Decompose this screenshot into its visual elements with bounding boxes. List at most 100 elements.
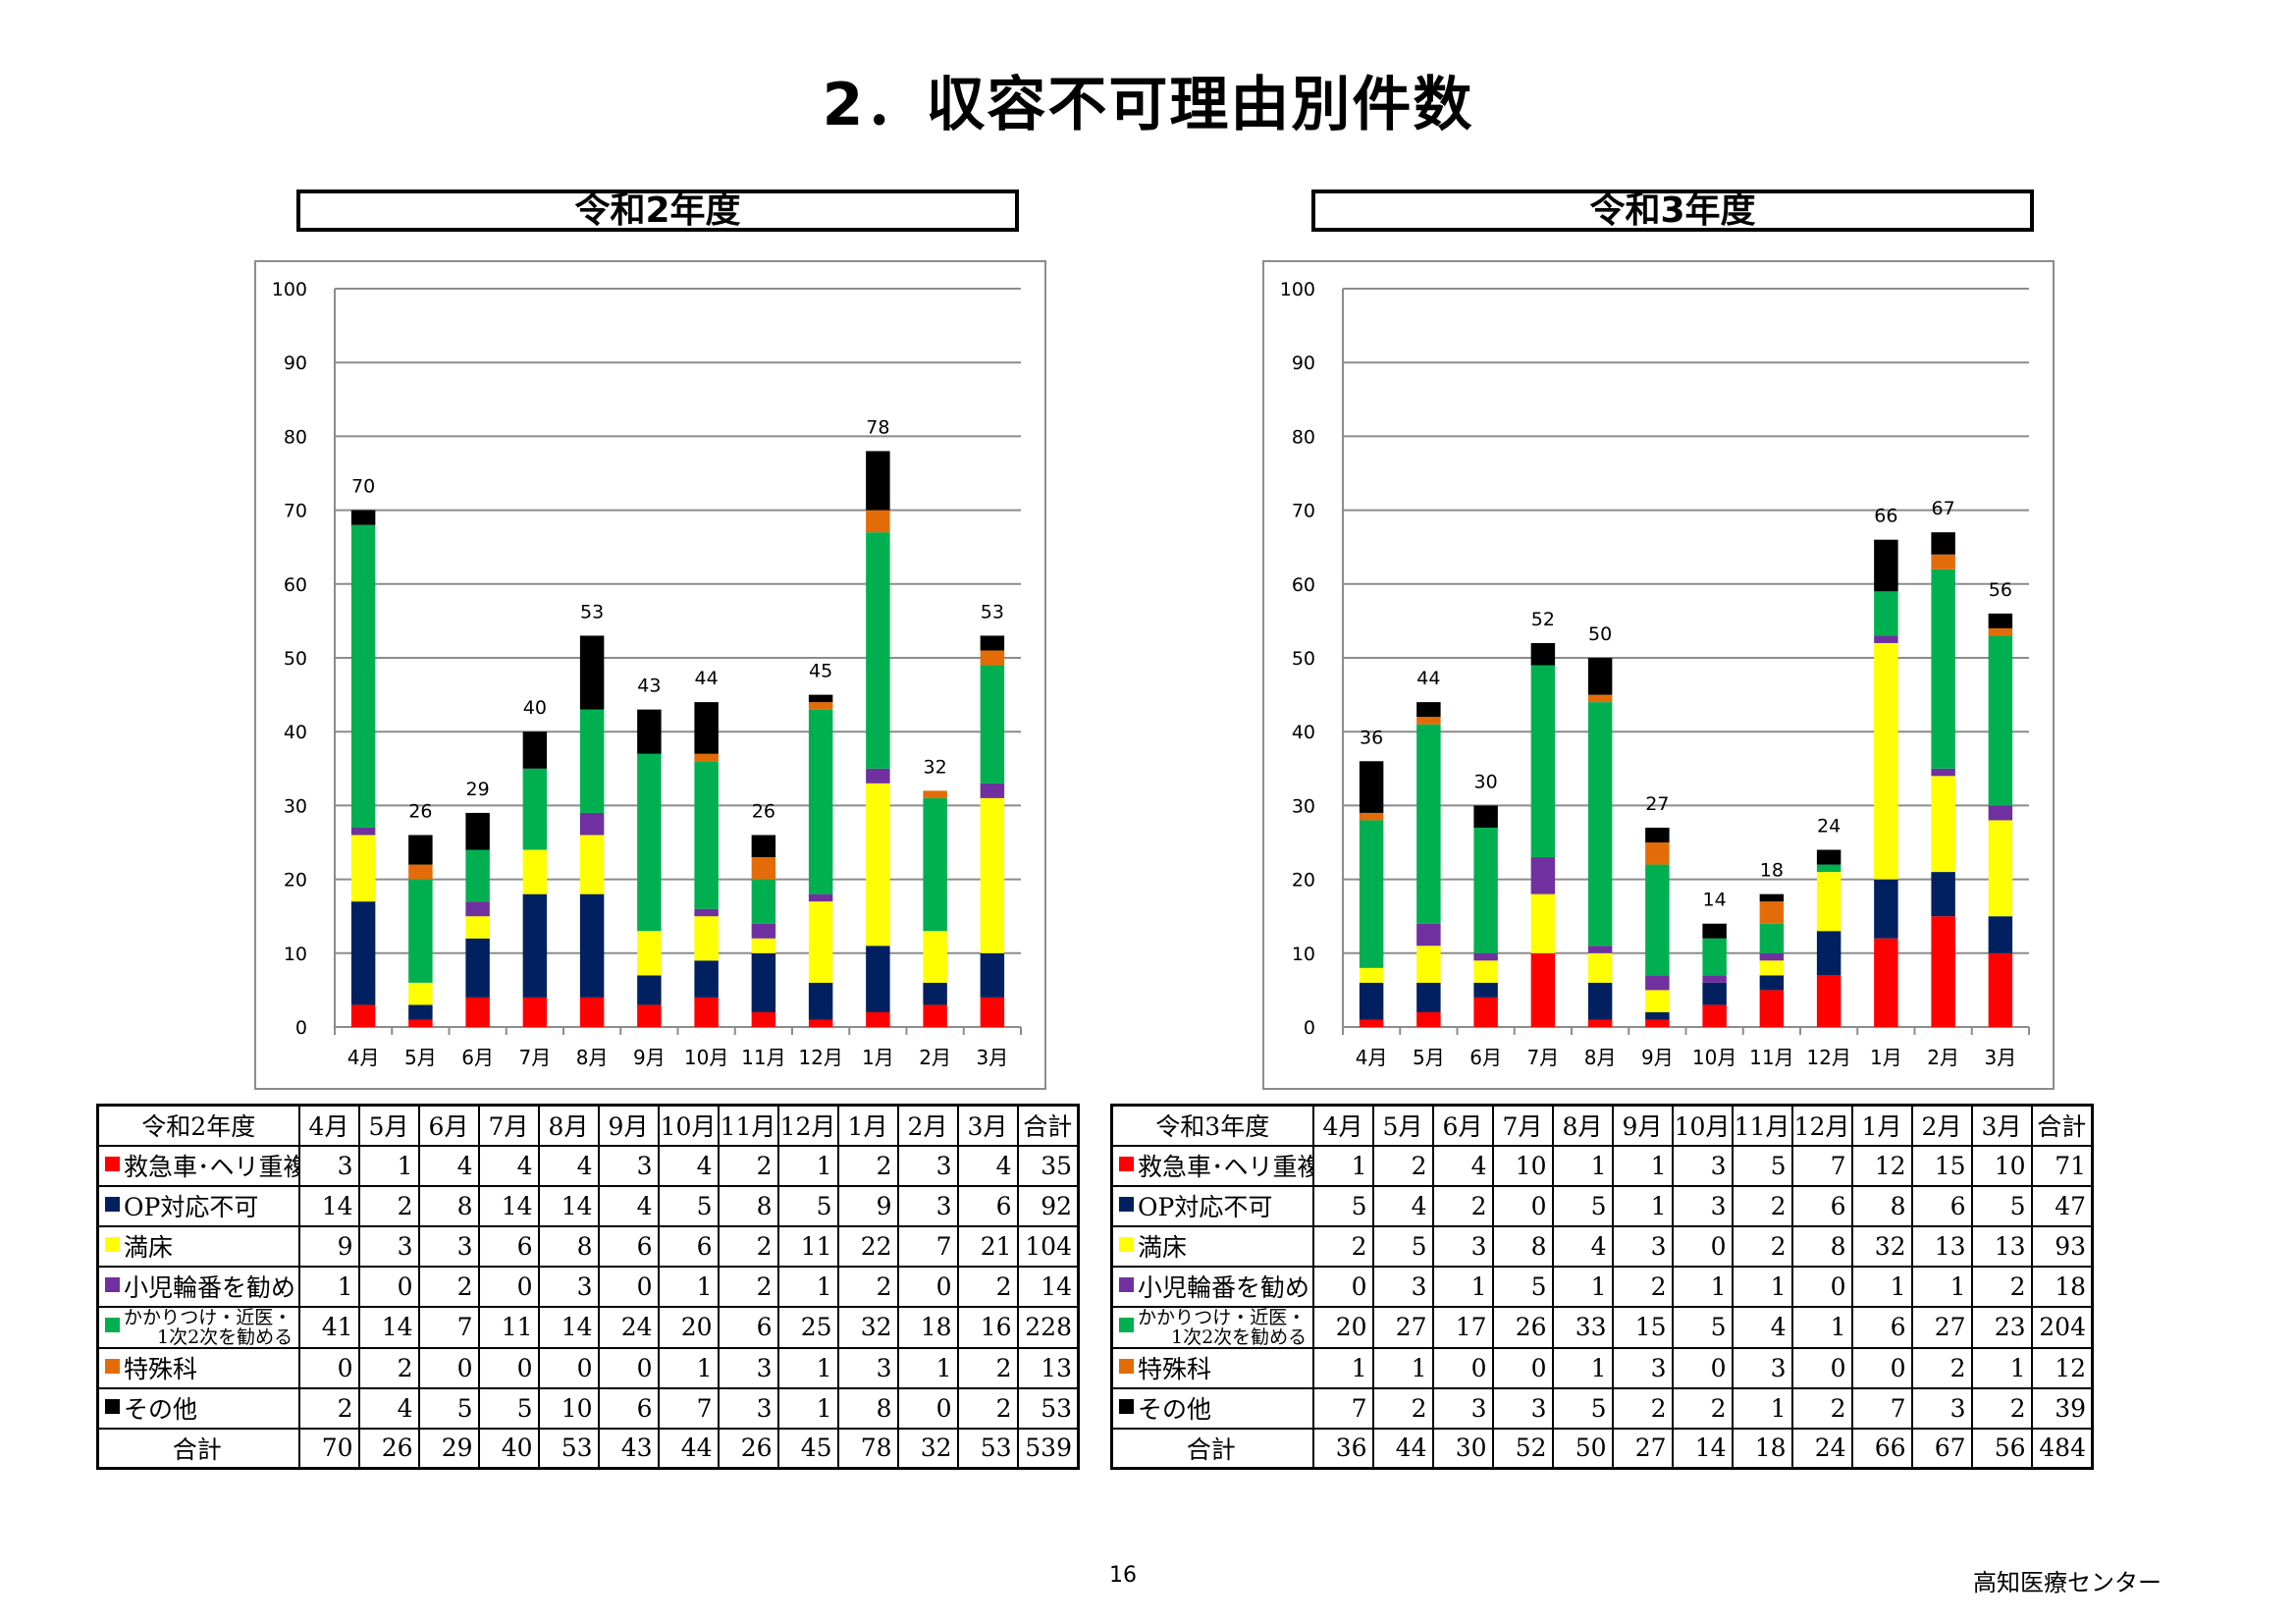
bar-segment <box>1702 975 1727 983</box>
table-row: 特殊科 0 2 0 0 0 0 1 3 1 3 1 2 13 <box>96 1346 1080 1389</box>
table-cell: 4 <box>1371 1184 1434 1227</box>
table-cell: 18 <box>896 1305 959 1349</box>
table-header-row: 令和2年度 4月 5月 6月 7月 8月 9月 10月 11月 12月 1月 2月 3月 合計 <box>96 1104 1080 1147</box>
bar-segment <box>1473 952 1498 961</box>
table-cell: 4 <box>417 1144 480 1187</box>
data-label-total: 36 <box>1360 727 1383 748</box>
month-total: 53 <box>956 1427 1019 1470</box>
table-row: OP対応不可 5 4 2 0 5 1 3 2 6 8 6 5 47 <box>1110 1184 2094 1227</box>
table-cell: 3 <box>1671 1144 1734 1187</box>
table-cell: 15 <box>1611 1305 1674 1349</box>
table-cell: 26 <box>1491 1305 1554 1349</box>
bar-segment <box>1874 635 1898 643</box>
bar-segment <box>694 997 719 1027</box>
table-corner: 令和3年度 <box>1110 1104 1314 1147</box>
table-cell: 2 <box>956 1346 1019 1389</box>
bar-segment <box>1473 827 1498 953</box>
bar-segment <box>1645 842 1670 865</box>
table-cell: 1 <box>1311 1144 1374 1187</box>
total-header: 合計 <box>1016 1104 1080 1147</box>
data-label-total: 30 <box>1474 771 1498 792</box>
bar-segment <box>1645 827 1670 842</box>
x-tick-label: 8月 <box>576 1046 609 1069</box>
bar-segment <box>1530 857 1556 894</box>
table-cell: 5 <box>776 1184 839 1227</box>
table-cell: 2 <box>1371 1144 1434 1187</box>
table-cell: 2 <box>956 1386 1019 1430</box>
x-tick-label: 5月 <box>1413 1046 1445 1069</box>
bar-segment <box>808 893 833 902</box>
bar-segment <box>1416 702 1441 718</box>
table-cell: 0 <box>896 1265 959 1308</box>
table-cell: 14 <box>537 1184 600 1227</box>
table-cell: 2 <box>1611 1386 1674 1430</box>
month-header: 2月 <box>1910 1104 1973 1147</box>
data-label-total: 40 <box>523 697 547 719</box>
table-cell: 6 <box>597 1386 660 1430</box>
bar-segment <box>408 1019 433 1027</box>
page-title: 2．収容不可理由別件数 <box>822 71 1474 139</box>
table-cell: 22 <box>836 1224 899 1268</box>
row-total: 104 <box>1016 1224 1080 1268</box>
table-cell: 5 <box>1551 1386 1614 1430</box>
table-cell: 2 <box>717 1144 779 1187</box>
bar-segment <box>350 1004 376 1027</box>
table-cell: 1 <box>1970 1346 2033 1389</box>
month-header: 10月 <box>657 1104 720 1147</box>
bar-segment <box>1416 982 1441 1012</box>
bar-segment <box>1530 665 1556 858</box>
y-tick-label: 80 <box>1292 426 1315 448</box>
data-label-total: 14 <box>1703 890 1727 911</box>
data-label-total: 32 <box>924 756 947 778</box>
month-total: 18 <box>1731 1427 1793 1470</box>
row-total: 12 <box>2030 1346 2094 1389</box>
table-cell: 3 <box>1671 1184 1734 1227</box>
y-tick-label: 10 <box>1292 944 1315 965</box>
y-tick-label: 0 <box>1304 1017 1315 1039</box>
table-cell: 11 <box>477 1305 540 1349</box>
month-header: 8月 <box>537 1104 600 1147</box>
bar-segment <box>808 694 833 703</box>
table-cell: 14 <box>297 1184 360 1227</box>
table-header-row: 令和3年度 4月 5月 6月 7月 8月 9月 10月 11月 12月 1月 2月 3月 合計 <box>1110 1104 2094 1147</box>
table-cell: 2 <box>1910 1346 1973 1389</box>
bar-segment <box>980 650 1005 666</box>
bar-segment <box>1645 975 1670 991</box>
table-cell: 2 <box>836 1265 899 1308</box>
y-tick-label: 40 <box>1292 722 1315 743</box>
y-tick-label: 50 <box>1292 648 1315 670</box>
bar-segment <box>751 879 776 924</box>
row-total: 35 <box>1016 1144 1080 1187</box>
month-total: 40 <box>477 1427 540 1470</box>
y-tick-label: 70 <box>1292 501 1315 522</box>
table-cell: 7 <box>1850 1386 1913 1430</box>
data-label-total: 45 <box>809 661 832 682</box>
table-cell: 0 <box>1671 1346 1734 1389</box>
y-tick-label: 10 <box>284 944 307 965</box>
bar-segment <box>980 783 1005 798</box>
series-name: 小児輪番を勧める <box>96 1265 300 1308</box>
table-cell: 13 <box>1910 1224 1973 1268</box>
bar-segment <box>1416 724 1441 924</box>
x-tick-label: 11月 <box>1749 1046 1793 1069</box>
bar-segment <box>1874 591 1898 636</box>
row-total: 13 <box>1016 1346 1080 1389</box>
bar-segment <box>1416 1011 1441 1027</box>
bar-segment <box>1473 805 1498 828</box>
table-cell: 5 <box>417 1386 480 1430</box>
chart-svg-0: 0 10 20 30 40 50 60 70 80 90 100 4月 70 5月 26 6月 29 7月 40 8月… <box>272 279 1022 1069</box>
bar-segment <box>980 997 1005 1027</box>
bar-segment <box>350 524 376 828</box>
table-row: 救急車･ヘリ重複 3 1 4 4 4 3 4 2 1 2 3 4 35 <box>96 1144 1080 1187</box>
table-cell: 16 <box>956 1305 1019 1349</box>
table-cell: 14 <box>537 1305 600 1349</box>
bar-segment <box>637 975 662 1005</box>
row-total: 39 <box>2030 1386 2094 1430</box>
bar-segment <box>408 835 433 865</box>
table-cell: 4 <box>357 1386 420 1430</box>
bar-segment <box>1931 916 1955 1027</box>
table-row: 特殊科 1 1 0 0 1 3 0 3 0 0 2 1 12 <box>1110 1346 2094 1389</box>
table-row: 満床 2 5 3 8 4 3 0 2 8 32 13 13 93 <box>1110 1224 2094 1268</box>
bar-segment <box>1530 893 1556 953</box>
bar-segment <box>1988 635 2013 806</box>
